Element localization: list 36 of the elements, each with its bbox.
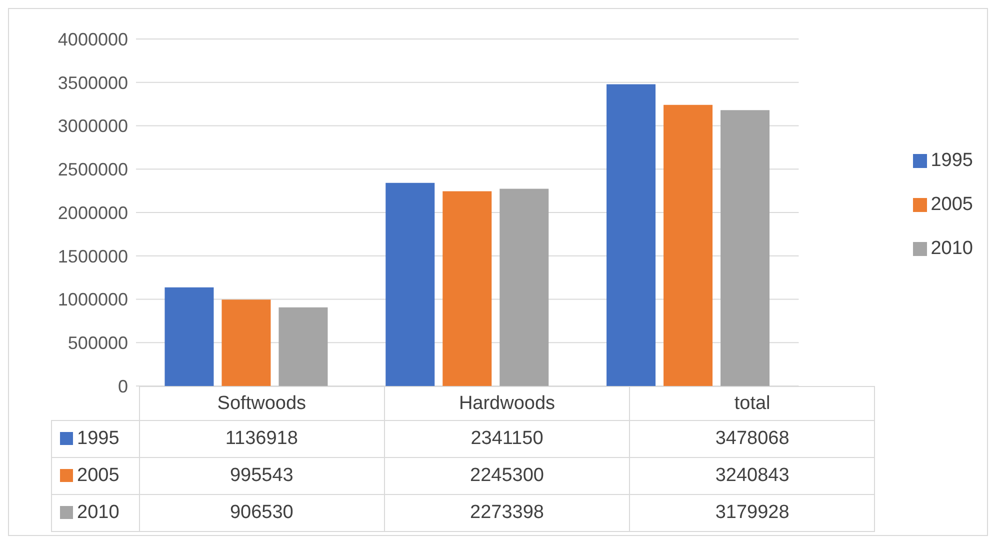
y-tick-label: 500000 [68, 333, 128, 354]
bar [164, 287, 214, 386]
text: 1995 [930, 150, 973, 171]
data-label: 906530 [139, 494, 384, 532]
bar [664, 104, 713, 386]
y-tick-label: 3000000 [58, 116, 128, 136]
data-label: 3179928 [630, 494, 875, 532]
y-tick-label: 1000000 [58, 290, 128, 310]
data-label: 1136918 [139, 420, 384, 458]
data-label: 2341150 [384, 420, 630, 458]
x-tick-label: total [630, 386, 875, 420]
bar [606, 84, 656, 386]
bar [442, 191, 492, 386]
y-tick-label: 1500000 [58, 246, 128, 266]
data-label: 3240843 [630, 458, 875, 494]
legend-label: 2010 [930, 238, 973, 259]
legend-label: 1995 [52, 420, 139, 458]
y-tick-label: 2500000 [58, 160, 128, 180]
y-tick-label: 0 [118, 376, 128, 396]
y-tick-label: 3500000 [58, 72, 128, 93]
x-tick-label: Hardwoods [384, 386, 630, 420]
bar [500, 188, 549, 386]
x-tick-label: Softwoods [139, 386, 384, 420]
bar [222, 300, 271, 386]
text: 2010 [77, 502, 120, 523]
y-tick-label: 2000000 [58, 202, 128, 223]
bar [386, 182, 435, 386]
bar [278, 307, 328, 386]
data-label: 2245300 [384, 458, 630, 494]
text: 2005 [930, 194, 973, 215]
legend-label: 2005 [52, 458, 139, 494]
data-label: 995543 [139, 458, 384, 494]
data-label: 2273398 [384, 494, 630, 532]
data-label: 3478068 [630, 420, 875, 458]
bar [720, 110, 770, 386]
y-tick-label: 4000000 [58, 29, 128, 50]
